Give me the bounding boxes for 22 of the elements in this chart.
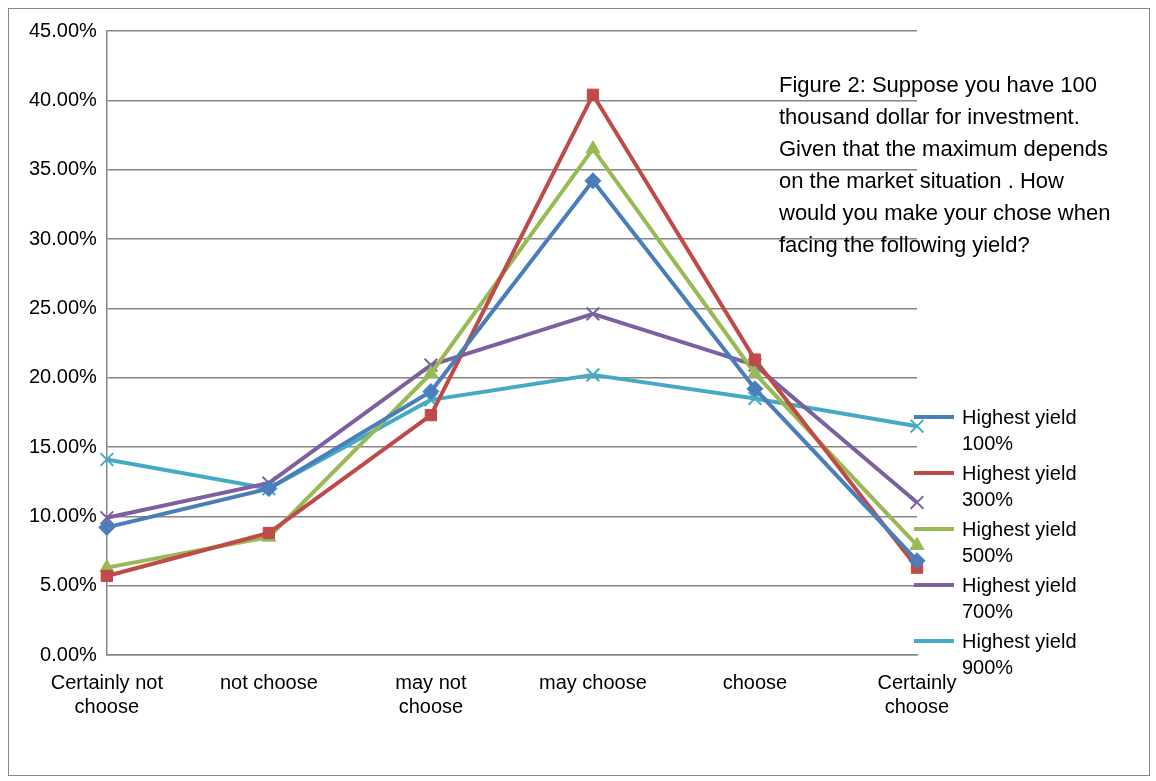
y-tick-label: 40.00% xyxy=(28,87,98,110)
y-tick-label: 10.00% xyxy=(28,503,98,526)
legend-label: Highest yield 900% xyxy=(962,629,1078,680)
x-tick-label: Certainly choose xyxy=(877,670,957,717)
x-tick-label: not choose xyxy=(219,670,318,693)
x-tick-label: Certainly not choose xyxy=(50,670,164,717)
x-tick-label: may not choose xyxy=(395,670,467,717)
legend-label: Highest yield 300% xyxy=(962,461,1078,512)
legend-label: Highest yield 700% xyxy=(962,573,1078,624)
legend-label: Highest yield 500% xyxy=(962,517,1078,568)
text: Figure 2: Suppose you have 100 thousand dollar for investment. Given that the maximum depends on the market situation . How would you make your chose when facing the following yield? xyxy=(778,72,1111,258)
y-tick-label: 0.00% xyxy=(40,642,98,665)
y-tick-label: 25.00% xyxy=(28,295,98,318)
y-tick-label: 5.00% xyxy=(40,573,98,596)
y-tick-label: 20.00% xyxy=(28,365,98,388)
y-tick-label: 15.00% xyxy=(28,434,98,457)
y-tick-label: 30.00% xyxy=(28,226,98,249)
x-tick-label: choose xyxy=(722,670,788,693)
legend-label: Highest yield 100% xyxy=(962,405,1078,456)
x-tick-label: may choose xyxy=(539,670,647,693)
y-tick-label: 45.00% xyxy=(28,18,98,41)
y-tick-label: 35.00% xyxy=(28,157,98,180)
